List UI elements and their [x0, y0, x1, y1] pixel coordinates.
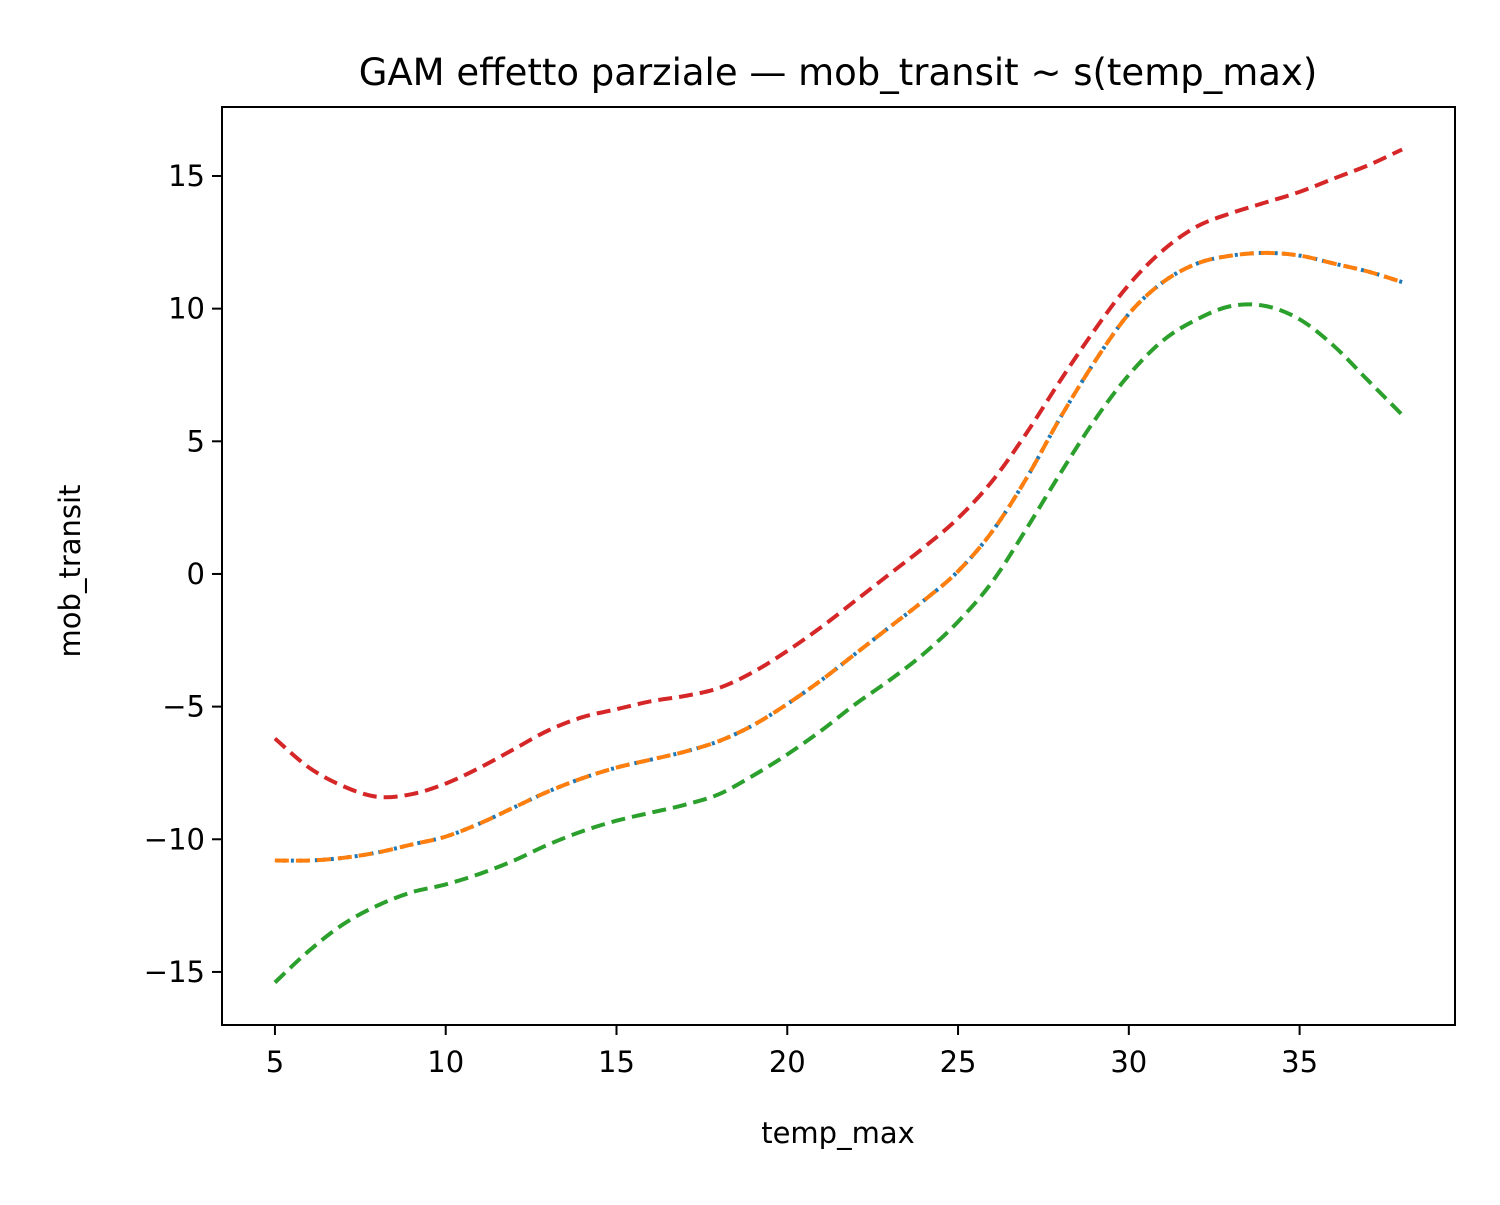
y-tick-label: 15 [168, 159, 205, 193]
x-tick-label: 10 [427, 1045, 464, 1079]
x-tick-label: 30 [1110, 1045, 1147, 1079]
y-axis-label: mob_transit [53, 485, 87, 658]
plot-area [273, 147, 1404, 984]
x-tick-label: 35 [1281, 1045, 1318, 1079]
plot-frame [221, 106, 1456, 1026]
y-tick-label: −5 [162, 690, 205, 724]
y-tick-label: −10 [144, 822, 205, 856]
x-tick-label: 5 [266, 1045, 284, 1079]
upper-confidence-line [273, 147, 1403, 800]
x-axis-label: temp_max [761, 1116, 915, 1150]
partial-effect-dashed-line [274, 250, 1403, 863]
chart-title: GAM effetto parziale — mob_transit ~ s(t… [359, 51, 1318, 94]
y-axis: −15 −10 −5 0 5 10 15 [144, 159, 222, 989]
x-tick-label: 25 [940, 1045, 977, 1079]
partial-effect-line [274, 250, 1403, 863]
y-tick-label: 5 [187, 424, 205, 458]
y-tick-label: −15 [144, 955, 205, 989]
x-tick-label: 15 [598, 1045, 635, 1079]
x-tick-label: 20 [769, 1045, 806, 1079]
y-tick-label: 10 [168, 292, 205, 326]
x-axis: 5 10 15 20 25 30 35 [266, 1025, 1318, 1079]
lower-confidence-line [273, 302, 1404, 984]
y-tick-label: 0 [187, 557, 205, 591]
